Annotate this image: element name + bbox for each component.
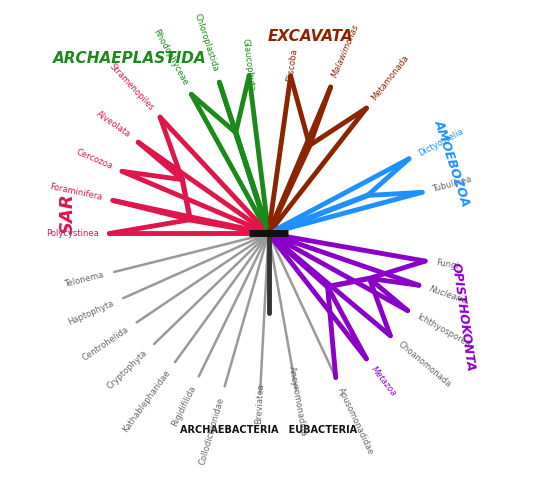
Text: Ancyromonadida: Ancyromonadida (287, 365, 309, 437)
Text: Malawimonas: Malawimonas (331, 22, 361, 79)
Text: Cryptophyta: Cryptophyta (105, 348, 149, 391)
Text: Glaucophyta: Glaucophyta (240, 38, 256, 92)
Text: Ichthyosporea: Ichthyosporea (415, 312, 472, 349)
Text: Centrohelida: Centrohelida (80, 325, 130, 363)
Text: Kathablepharidae: Kathablepharidae (121, 369, 172, 434)
Text: AMOEBOZOA: AMOEBOZOA (432, 118, 472, 208)
Text: Rhodophyceae: Rhodophyceae (151, 28, 190, 87)
Text: Nuclearia: Nuclearia (428, 284, 468, 306)
Text: ARCHAEBACTERIA   EUBACTERIA: ARCHAEBACTERIA EUBACTERIA (180, 425, 357, 435)
Text: Metazoa: Metazoa (369, 365, 398, 398)
Text: Chloroplastida: Chloroplastida (193, 12, 220, 73)
Text: EXCAVATA: EXCAVATA (267, 29, 353, 44)
Text: Discoba: Discoba (285, 48, 299, 82)
Text: Rigidifilida: Rigidifilida (170, 384, 198, 428)
Text: Haptophyta: Haptophyta (66, 299, 115, 327)
Text: Tubulinea: Tubulinea (432, 174, 473, 194)
Text: Foraminifera: Foraminifera (49, 183, 103, 203)
Text: Dictyostelia: Dictyostelia (417, 126, 465, 158)
Text: Collodictyonidae: Collodictyonidae (198, 396, 226, 466)
Text: Cercozoa: Cercozoa (75, 148, 114, 171)
Text: Telonema: Telonema (63, 270, 105, 289)
Text: SAR: SAR (59, 193, 76, 234)
Text: Alveolata: Alveolata (95, 109, 132, 140)
Text: Choanomonada: Choanomonada (396, 339, 453, 389)
Text: OPISTHOKONTA: OPISTHOKONTA (449, 262, 477, 373)
Text: Polycystinea: Polycystinea (46, 229, 98, 238)
Text: Apusomonadidae: Apusomonadidae (336, 386, 375, 456)
Text: Metamonada: Metamonada (369, 53, 411, 102)
Text: ARCHAEPLASTIDA: ARCHAEPLASTIDA (53, 52, 206, 66)
Text: Fungi: Fungi (435, 259, 459, 272)
Text: Breviatea: Breviatea (254, 383, 265, 424)
Text: Stramenopiles: Stramenopiles (108, 62, 156, 112)
